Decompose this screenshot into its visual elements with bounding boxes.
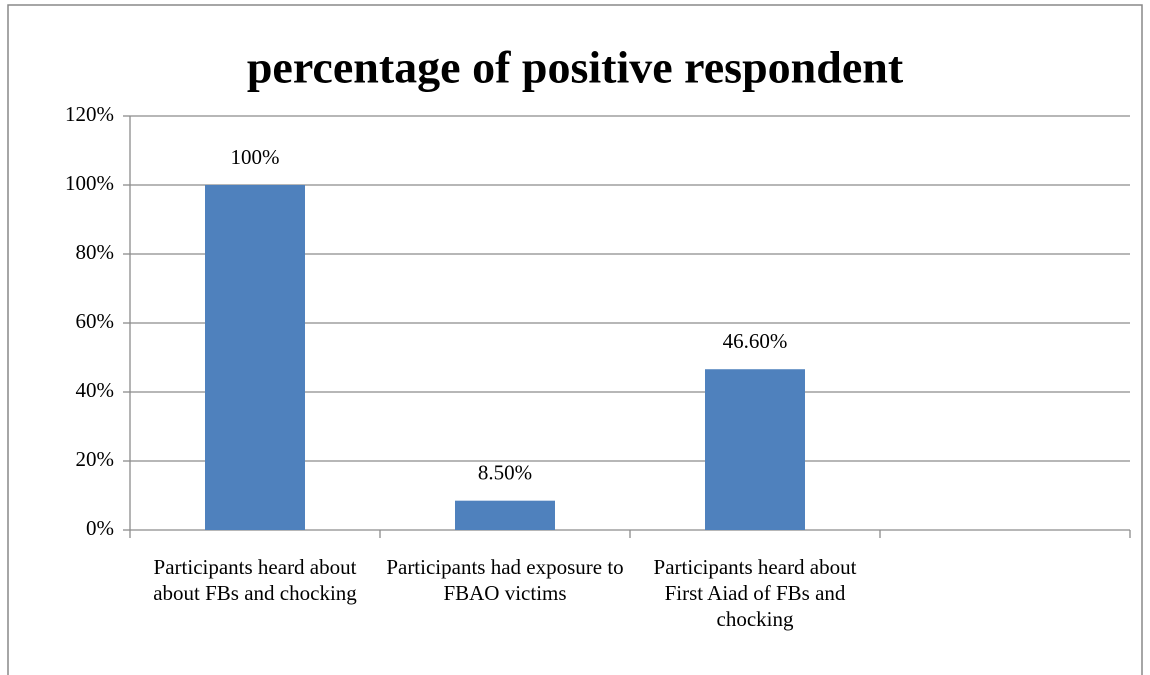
bar — [455, 500, 555, 530]
x-tick-label: Participants heard about about FBs and c… — [153, 555, 357, 605]
y-tick-label: 120% — [65, 102, 114, 126]
y-tick-label: 100% — [65, 171, 114, 195]
bar — [705, 369, 805, 530]
data-label: 8.50% — [478, 460, 532, 484]
chart-title: percentage of positive respondent — [247, 42, 904, 93]
y-tick-label: 60% — [76, 309, 115, 333]
y-tick-label: 40% — [76, 378, 115, 402]
chart-frame — [7, 4, 1143, 675]
bar — [205, 185, 305, 530]
y-tick-label: 80% — [76, 240, 115, 264]
y-tick-label: 0% — [86, 516, 114, 540]
x-tick-label: Participants had exposure to FBAO victim… — [386, 555, 624, 605]
x-tick-label: Participants heard about First Aiad of F… — [653, 555, 857, 631]
data-label: 100% — [231, 145, 280, 169]
y-tick-label: 20% — [76, 447, 115, 471]
data-label: 46.60% — [723, 329, 788, 353]
